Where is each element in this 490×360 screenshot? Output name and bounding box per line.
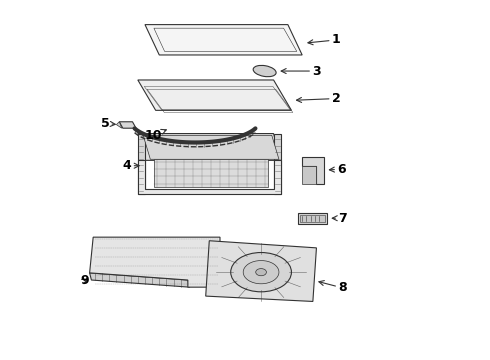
Polygon shape [119,122,136,128]
Text: 7: 7 [332,212,347,225]
Polygon shape [298,213,327,224]
Polygon shape [143,135,279,159]
Ellipse shape [243,261,279,284]
Ellipse shape [256,269,267,276]
Text: 10: 10 [145,129,166,142]
Ellipse shape [253,66,276,77]
Polygon shape [154,159,268,187]
Ellipse shape [231,252,292,292]
Polygon shape [90,237,220,287]
Polygon shape [117,122,122,128]
Text: 5: 5 [100,117,115,130]
Polygon shape [138,134,145,194]
Polygon shape [138,80,292,111]
Text: 9: 9 [80,274,89,287]
Text: 4: 4 [122,159,139,172]
Text: 3: 3 [281,64,321,77]
Polygon shape [273,134,281,194]
Polygon shape [302,166,317,184]
Polygon shape [138,160,281,194]
Text: 1: 1 [308,33,341,46]
Polygon shape [206,241,317,301]
Polygon shape [302,157,323,184]
Text: 6: 6 [329,163,346,176]
Polygon shape [145,24,302,55]
Text: 8: 8 [319,280,347,294]
Polygon shape [90,273,190,287]
Bar [300,215,325,222]
Polygon shape [138,134,281,160]
Text: 2: 2 [296,92,341,105]
